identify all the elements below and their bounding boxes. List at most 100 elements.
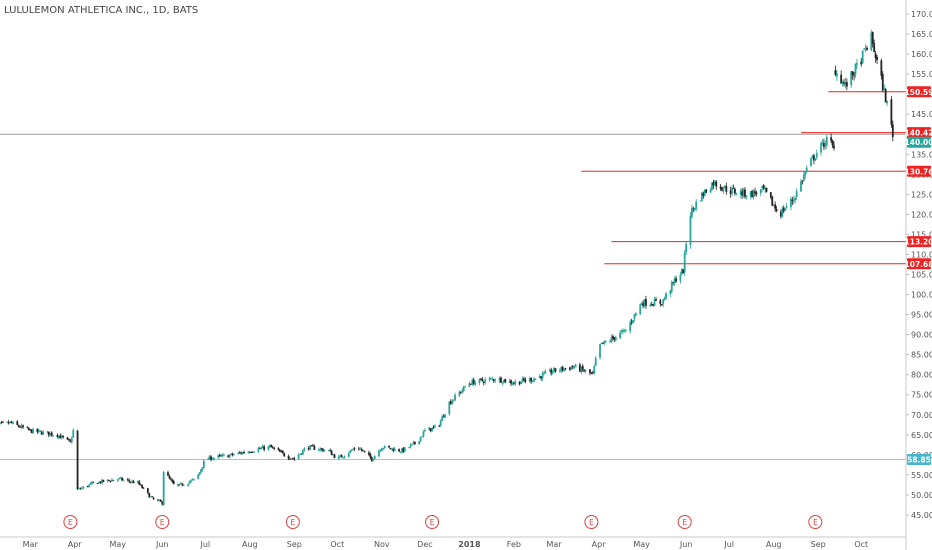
candle [570,365,573,370]
candle [784,207,787,211]
candle-body [845,82,848,87]
candle [634,312,637,317]
candle-body [52,435,55,437]
candle-body [581,366,584,370]
y-tick-label: 115.00 [911,230,932,239]
earnings-label: E [682,518,687,527]
candle [494,378,497,383]
candle-body [428,427,431,431]
candle-body [146,488,149,493]
candle [883,84,886,91]
candle [866,45,868,51]
candle-body [68,439,70,441]
candle-body [2,421,4,423]
candle-body [673,278,676,283]
candle [841,80,844,87]
candle [840,70,843,84]
candle [27,427,30,431]
candle [669,289,672,298]
x-tick-label: Jun [155,540,169,549]
candle-body [402,448,405,452]
chart-title: LULULEMON ATHLETICA INC., 1D, BATS [4,5,198,16]
earnings-label: E [589,518,594,527]
candle [263,444,266,452]
candle-body [685,243,688,253]
candle-body [399,451,402,453]
candle [854,63,857,78]
candle [303,447,306,452]
candle [191,478,194,481]
candle-body [227,455,230,458]
candle [739,188,742,199]
y-tick-label: 145.00 [911,110,932,119]
candle-body [528,378,531,381]
candle-body [795,190,798,198]
candle-body [177,484,179,486]
candle [769,192,772,200]
candle [723,185,726,189]
candle [369,452,372,460]
candle [228,453,231,459]
candle-body [241,452,244,455]
candle [116,478,119,483]
candle-body [412,442,415,444]
candle [695,198,698,212]
x-tick-label: Oct [330,540,344,549]
candle-body [755,192,758,195]
candle-body [769,192,772,198]
candle-body [703,189,706,196]
candle-body [76,430,79,490]
candle [247,450,250,454]
candle [741,187,744,200]
candle [659,298,662,307]
candle-body [805,167,808,171]
candle-body [261,446,264,449]
candle-body [603,340,606,344]
x-tick-label: May [109,540,126,549]
candle-body [759,189,762,194]
x-tick-label: Mar [23,540,39,549]
candle-body [158,500,161,502]
candle [82,486,85,490]
candle [357,446,360,451]
candle [479,378,482,381]
candle-body [881,74,884,91]
candle [56,433,59,439]
candle [462,385,465,393]
candle [7,420,10,425]
candle [30,429,33,434]
candle [564,367,567,371]
badge-label: 107.68 [905,260,932,269]
candle [802,171,805,182]
candle [418,441,421,446]
candle [568,366,571,372]
candle-body [32,428,34,434]
candle [581,363,584,373]
candle [142,487,145,489]
candle-body [271,447,274,449]
candle [277,447,280,451]
candle [735,192,738,196]
candle-body [794,198,797,201]
candle [481,377,484,382]
badge-label: 130.76 [905,167,932,176]
candle [759,188,762,197]
candle [293,456,296,461]
candle [561,365,564,373]
candle-body [771,196,774,206]
y-axis: 45.0050.0055.0060.0065.0070.0075.0080.00… [905,0,932,550]
candle [359,447,362,450]
candle-body [705,189,708,193]
candle [198,472,201,476]
candle [845,78,848,91]
candle-body [775,209,778,212]
candle-body [210,456,212,461]
candle-body [98,481,100,484]
candle-body [732,187,735,189]
candle-body [544,371,547,374]
candle-body [633,314,636,320]
y-tick-label: 125.00 [911,190,932,199]
candle [119,476,122,479]
candle [233,453,235,456]
